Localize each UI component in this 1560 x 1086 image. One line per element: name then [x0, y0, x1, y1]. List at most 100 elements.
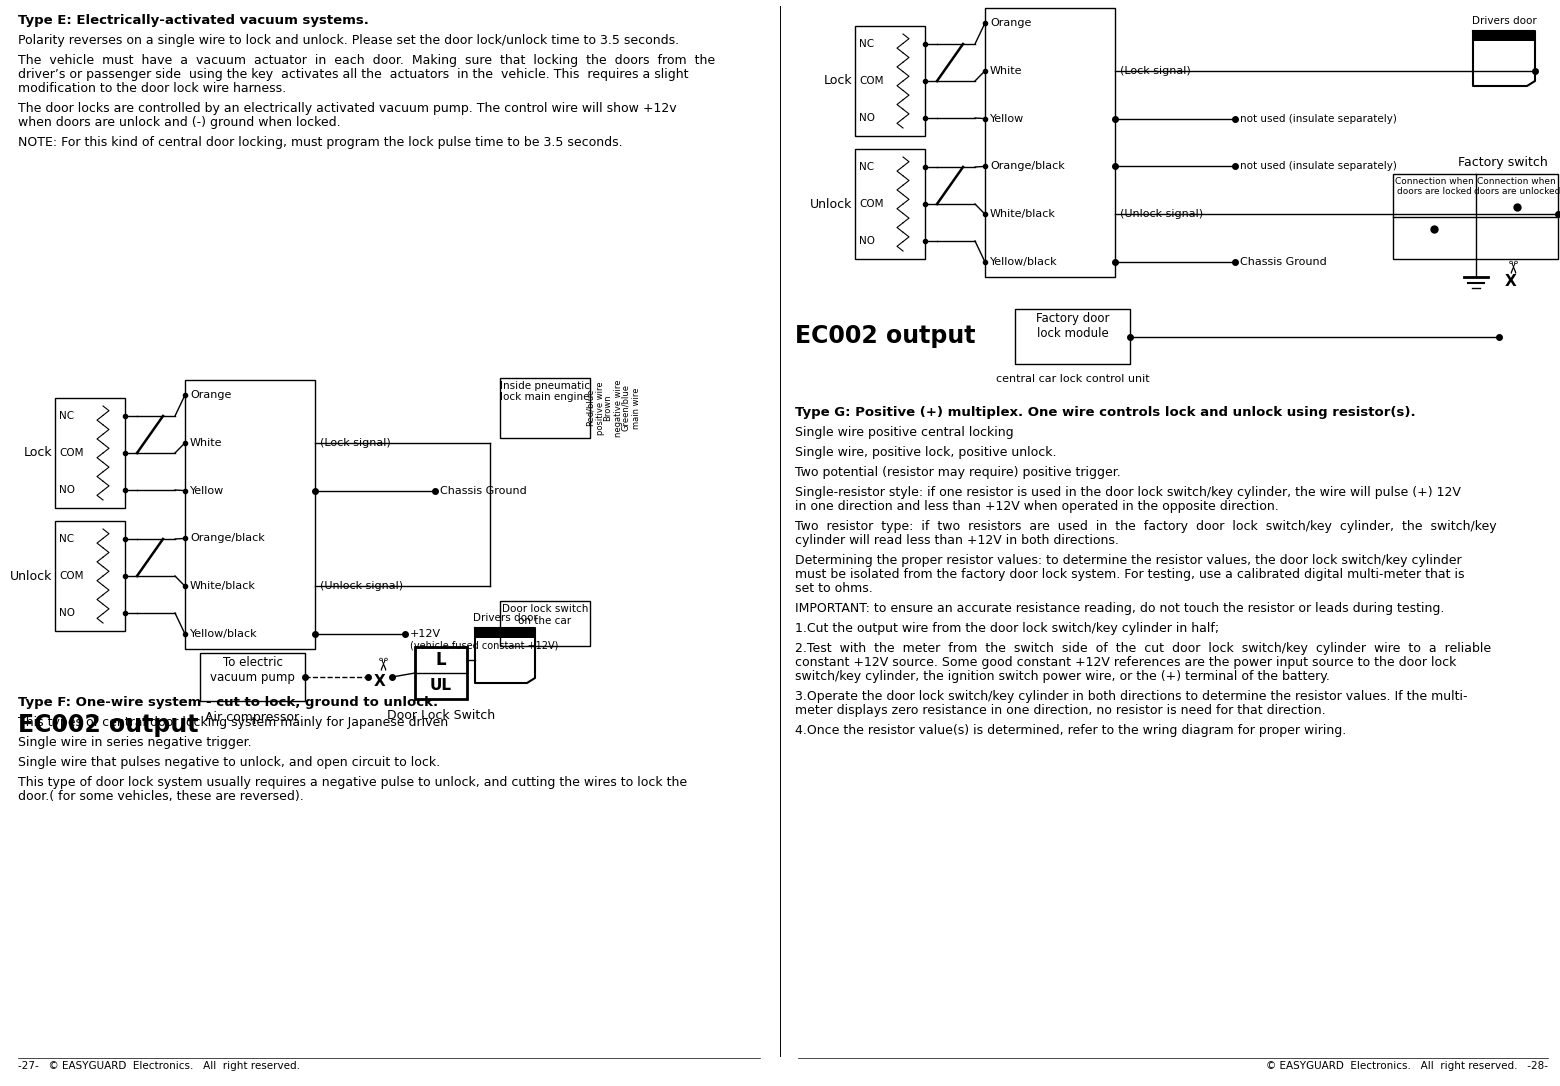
- Text: Unlock: Unlock: [810, 198, 852, 211]
- Text: not used (insulate separately): not used (insulate separately): [1240, 114, 1396, 124]
- Text: COM: COM: [59, 449, 84, 458]
- Text: Lock: Lock: [23, 446, 51, 459]
- Text: when doors are unlock and (-) ground when locked.: when doors are unlock and (-) ground whe…: [19, 116, 340, 129]
- Text: Door lock switch
on the car: Door lock switch on the car: [502, 604, 588, 626]
- Text: X: X: [1505, 275, 1516, 290]
- Text: NC: NC: [59, 534, 75, 544]
- Text: Single wire positive central locking: Single wire positive central locking: [796, 426, 1014, 439]
- Text: White: White: [991, 66, 1022, 76]
- Text: NO: NO: [860, 236, 875, 247]
- Text: NOTE: For this kind of central door locking, must program the lock pulse time to: NOTE: For this kind of central door lock…: [19, 136, 622, 149]
- Text: This types of central door locking system mainly for Japanese driven: This types of central door locking syste…: [19, 716, 448, 729]
- Text: COM: COM: [59, 571, 84, 581]
- Text: Brown
negative wire: Brown negative wire: [604, 379, 622, 437]
- Text: © EASYGUARD  Electronics.   All  right reserved.   -28-: © EASYGUARD Electronics. All right reser…: [1267, 1061, 1548, 1071]
- Text: White/black: White/black: [190, 581, 256, 591]
- Text: X: X: [374, 673, 385, 689]
- Text: cylinder will read less than +12V in both directions.: cylinder will read less than +12V in bot…: [796, 534, 1119, 547]
- Text: Air compressor: Air compressor: [206, 711, 300, 724]
- Text: set to ohms.: set to ohms.: [796, 582, 872, 595]
- Bar: [415, 647, 466, 699]
- Text: EC002 output: EC002 output: [19, 714, 198, 737]
- Text: switch/key cylinder, the ignition switch power wire, or the (+) terminal of the : switch/key cylinder, the ignition switch…: [796, 670, 1329, 683]
- Text: NO: NO: [59, 485, 75, 495]
- Bar: [186, 380, 315, 649]
- Text: (vehicle fused constant +12V): (vehicle fused constant +12V): [410, 641, 558, 651]
- Text: Type G: Positive (+) multiplex. One wire controls lock and unlock using resistor: Type G: Positive (+) multiplex. One wire…: [796, 406, 1415, 419]
- Text: Inside pneumatic
lock main engine: Inside pneumatic lock main engine: [501, 381, 590, 403]
- Text: Orange: Orange: [991, 18, 1031, 28]
- Text: Yellow: Yellow: [991, 114, 1025, 124]
- Text: Unlock: Unlock: [9, 569, 51, 582]
- Text: Drivers door: Drivers door: [473, 613, 537, 623]
- Text: (Lock signal): (Lock signal): [320, 438, 390, 447]
- Text: Red/blue
positive wire: Red/blue positive wire: [585, 381, 605, 434]
- Text: This type of door lock system usually requires a negative pulse to unlock, and c: This type of door lock system usually re…: [19, 776, 686, 790]
- Text: Connection when
doors are unlocked: Connection when doors are unlocked: [1474, 177, 1560, 197]
- Bar: [855, 26, 925, 136]
- Text: Connection when
doors are locked: Connection when doors are locked: [1395, 177, 1474, 197]
- Text: Orange/black: Orange/black: [190, 533, 265, 543]
- Text: meter displays zero resistance in one direction, no resistor is need for that di: meter displays zero resistance in one di…: [796, 704, 1326, 717]
- Text: L: L: [435, 651, 446, 669]
- Text: Chassis Ground: Chassis Ground: [440, 485, 527, 495]
- Bar: [474, 628, 535, 637]
- Text: 3.Operate the door lock switch/key cylinder in both directions to determine the : 3.Operate the door lock switch/key cylin…: [796, 690, 1468, 703]
- Text: White/black: White/black: [991, 210, 1056, 219]
- Text: White: White: [190, 438, 223, 447]
- Text: Factory door
lock module: Factory door lock module: [1036, 312, 1109, 340]
- Text: EC002 output: EC002 output: [796, 325, 975, 349]
- Text: Drivers door: Drivers door: [1471, 16, 1537, 26]
- Bar: [855, 149, 925, 258]
- Text: Orange: Orange: [190, 390, 231, 400]
- Text: NO: NO: [59, 608, 75, 618]
- Text: Determining the proper resistor values: to determine the resistor values, the do: Determining the proper resistor values: …: [796, 554, 1462, 567]
- Text: NC: NC: [59, 411, 75, 421]
- Text: +12V: +12V: [410, 629, 441, 639]
- Text: NC: NC: [860, 39, 874, 49]
- Text: modification to the door lock wire harness.: modification to the door lock wire harne…: [19, 83, 285, 94]
- Text: driver’s or passenger side  using the key  activates all the  actuators  in the : driver’s or passenger side using the key…: [19, 68, 688, 81]
- Text: Polarity reverses on a single wire to lock and unlock. Please set the door lock/: Polarity reverses on a single wire to lo…: [19, 34, 679, 47]
- Text: (Lock signal): (Lock signal): [1120, 66, 1190, 76]
- Text: NC: NC: [860, 162, 874, 172]
- Bar: [55, 521, 125, 631]
- Text: (Unlock signal): (Unlock signal): [1120, 210, 1203, 219]
- Text: Two potential (resistor may require) positive trigger.: Two potential (resistor may require) pos…: [796, 466, 1120, 479]
- Text: Single-resistor style: if one resistor is used in the door lock switch/key cylin: Single-resistor style: if one resistor i…: [796, 487, 1460, 498]
- Text: Lock: Lock: [824, 75, 852, 88]
- Text: The door locks are controlled by an electrically activated vacuum pump. The cont: The door locks are controlled by an elec…: [19, 102, 677, 115]
- Bar: [501, 378, 590, 438]
- Text: Single wire in series negative trigger.: Single wire in series negative trigger.: [19, 736, 251, 749]
- Text: (Unlock signal): (Unlock signal): [320, 581, 402, 591]
- Text: must be isolated from the factory door lock system. For testing, use a calibrate: must be isolated from the factory door l…: [796, 568, 1465, 581]
- Text: UL: UL: [431, 679, 452, 694]
- Text: COM: COM: [860, 199, 883, 209]
- Bar: [1393, 174, 1558, 258]
- Text: NO: NO: [860, 113, 875, 123]
- Text: constant +12V source. Some good constant +12V references are the power input sou: constant +12V source. Some good constant…: [796, 656, 1457, 669]
- Text: The  vehicle  must  have  a  vacuum  actuator  in  each  door.  Making  sure  th: The vehicle must have a vacuum actuator …: [19, 54, 714, 67]
- Text: Yellow/black: Yellow/black: [991, 257, 1058, 267]
- Text: Factory switch: Factory switch: [1459, 156, 1548, 169]
- Text: Type E: Electrically-activated vacuum systems.: Type E: Electrically-activated vacuum sy…: [19, 14, 368, 27]
- Bar: [415, 647, 466, 673]
- Text: Yellow/black: Yellow/black: [190, 629, 257, 639]
- Text: Type F: One-wire system - cut to lock, ground to unlock.: Type F: One-wire system - cut to lock, g…: [19, 696, 438, 709]
- Text: 4.Once the resistor value(s) is determined, refer to the wring diagram for prope: 4.Once the resistor value(s) is determin…: [796, 724, 1346, 737]
- Bar: [984, 8, 1115, 277]
- Bar: [1016, 310, 1129, 364]
- Text: -27-   © EASYGUARD  Electronics.   All  right reserved.: -27- © EASYGUARD Electronics. All right …: [19, 1061, 300, 1071]
- Text: ✂: ✂: [1501, 260, 1519, 275]
- Text: not used (insulate separately): not used (insulate separately): [1240, 162, 1396, 172]
- Text: Green/blue
main wire: Green/blue main wire: [621, 384, 641, 431]
- Bar: [200, 653, 306, 700]
- Bar: [1473, 31, 1535, 41]
- Bar: [55, 397, 125, 508]
- Text: central car lock control unit: central car lock control unit: [995, 374, 1150, 384]
- Text: Two  resistor  type:  if  two  resistors  are  used  in  the  factory  door  loc: Two resistor type: if two resistors are …: [796, 520, 1496, 533]
- Text: Door Lock Switch: Door Lock Switch: [387, 709, 495, 722]
- Text: Orange/black: Orange/black: [991, 162, 1065, 172]
- Text: COM: COM: [860, 76, 883, 86]
- Text: Yellow: Yellow: [190, 485, 225, 495]
